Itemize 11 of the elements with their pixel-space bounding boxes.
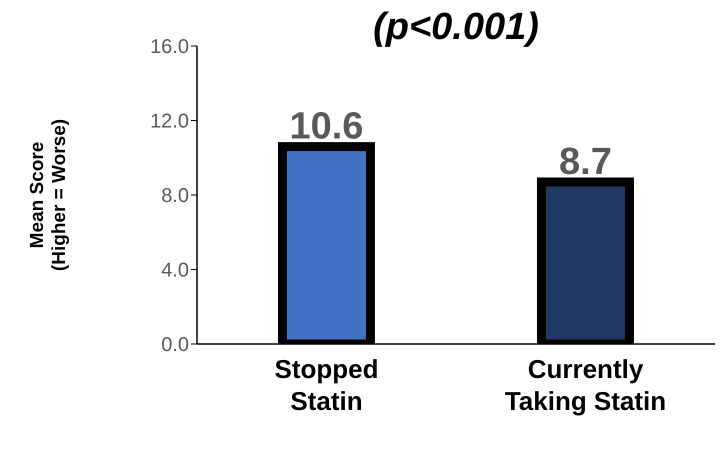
data-label: 8.7 [559, 140, 612, 183]
y-tick-label: 12.0 [150, 110, 189, 133]
y-tick-label: 4.0 [161, 260, 189, 282]
y-tick-label: 16.0 [150, 36, 189, 58]
x-tick-label: Currently Taking Statin [504, 354, 666, 416]
y-tick-label: 8.0 [161, 185, 189, 208]
y-tick-label: 0.0 [161, 334, 189, 356]
x-tick-label: Stopped Statin [274, 354, 378, 416]
y-axis-title: Mean Score (Higher = Worse) [27, 118, 70, 272]
chart-title: (p<0.001) [372, 6, 540, 49]
data-label: 10.6 [289, 106, 364, 148]
